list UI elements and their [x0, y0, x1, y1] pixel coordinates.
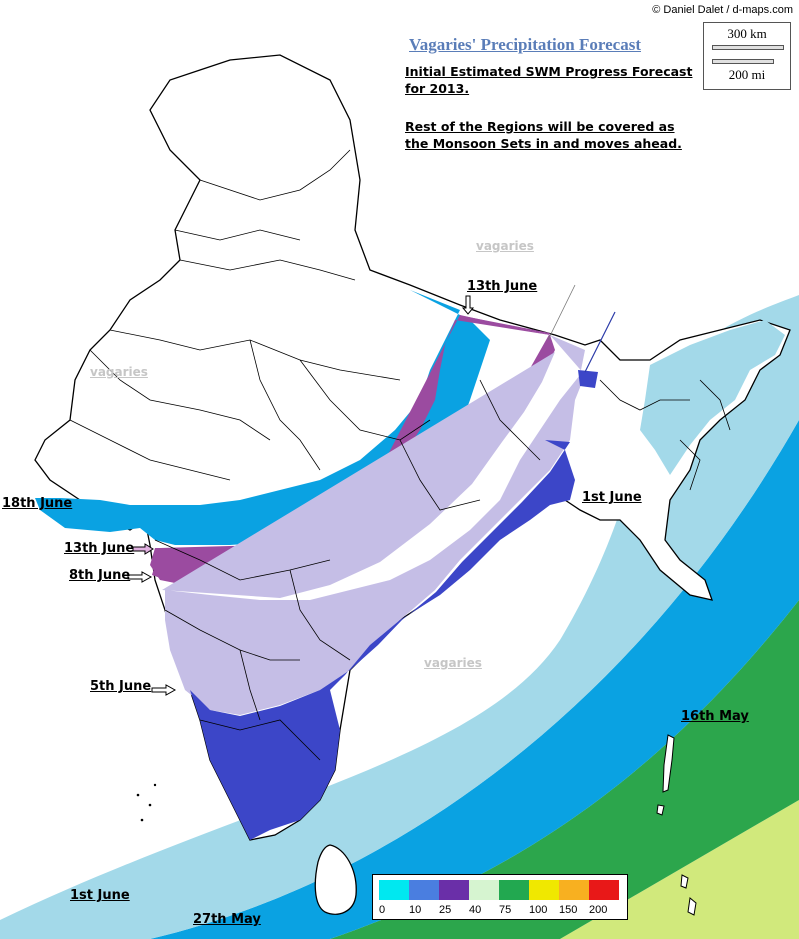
lakshadweep-islands — [136, 783, 157, 822]
note-line-4: the Monsoon Sets in and moves ahead. — [405, 136, 682, 151]
map-credit: © Daniel Dalet / d-maps.com — [652, 4, 793, 16]
legend-swatch — [559, 880, 589, 900]
note-line-3: Rest of the Regions will be covered as — [405, 119, 675, 134]
label-1st-june-south: 1st June — [70, 888, 130, 903]
legend-swatch — [589, 880, 619, 900]
band-green — [330, 600, 799, 939]
label-18th-june: 18th June — [2, 496, 73, 511]
bay-line-2 — [584, 311, 616, 373]
label-27th-may: 27th May — [193, 912, 261, 927]
scale-km-bar — [712, 45, 784, 50]
label-1st-june-east: 1st June — [582, 490, 642, 505]
watermark-south: vagaries — [424, 656, 482, 670]
legend-swatch — [409, 880, 439, 900]
northeast-region — [640, 320, 785, 475]
legend-tick: 150 — [559, 904, 578, 916]
state-boundaries — [69, 149, 731, 761]
label-8th-june: 8th June — [69, 568, 131, 583]
label-5th-june: 5th June — [90, 679, 152, 694]
legend-swatch — [439, 880, 469, 900]
band-lavender — [162, 335, 585, 715]
band-dark-blue — [190, 440, 575, 840]
date-arrows — [127, 295, 475, 696]
legend-swatch — [379, 880, 409, 900]
scale-mi-bar — [712, 59, 774, 64]
legend-tick: 200 — [589, 904, 608, 916]
precipitation-legend: 0 10 25 40 75 100 150 200 — [372, 874, 628, 920]
watermark-north: vagaries — [476, 239, 534, 253]
legend-tick: 25 — [439, 904, 452, 916]
legend-swatch — [529, 880, 559, 900]
label-13th-june-north: 13th June — [467, 279, 538, 294]
legend-tick: 75 — [499, 904, 512, 916]
sri-lanka — [314, 844, 357, 915]
label-16th-may: 16th May — [681, 709, 749, 724]
scale-mi: 200 mi — [728, 67, 766, 82]
note-line-2: for 2013. — [405, 81, 470, 96]
scale-km: 300 km — [727, 26, 767, 41]
legend-swatch — [469, 880, 499, 900]
bay-line-1 — [547, 284, 576, 341]
note-line-1: Initial Estimated SWM Progress Forecast — [405, 64, 693, 79]
map-title: Vagaries' Precipitation Forecast — [409, 35, 641, 54]
legend-tick: 0 — [379, 904, 386, 916]
scale-bar: 300 km 200 mi — [703, 22, 791, 90]
label-13th-june-west: 13th June — [64, 541, 135, 556]
legend-tick: 40 — [469, 904, 482, 916]
watermark-west: vagaries — [90, 365, 148, 379]
legend-tick: 10 — [409, 904, 422, 916]
band-dark-blue-tip — [578, 370, 598, 388]
legend-swatch — [499, 880, 529, 900]
band-cyan-sea — [150, 420, 799, 939]
andaman-islands — [656, 734, 697, 916]
legend-tick: 100 — [529, 904, 548, 916]
